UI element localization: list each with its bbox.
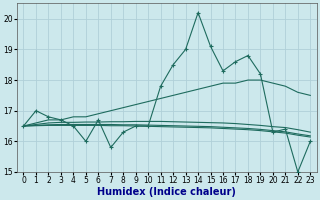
X-axis label: Humidex (Indice chaleur): Humidex (Indice chaleur) [98, 187, 236, 197]
